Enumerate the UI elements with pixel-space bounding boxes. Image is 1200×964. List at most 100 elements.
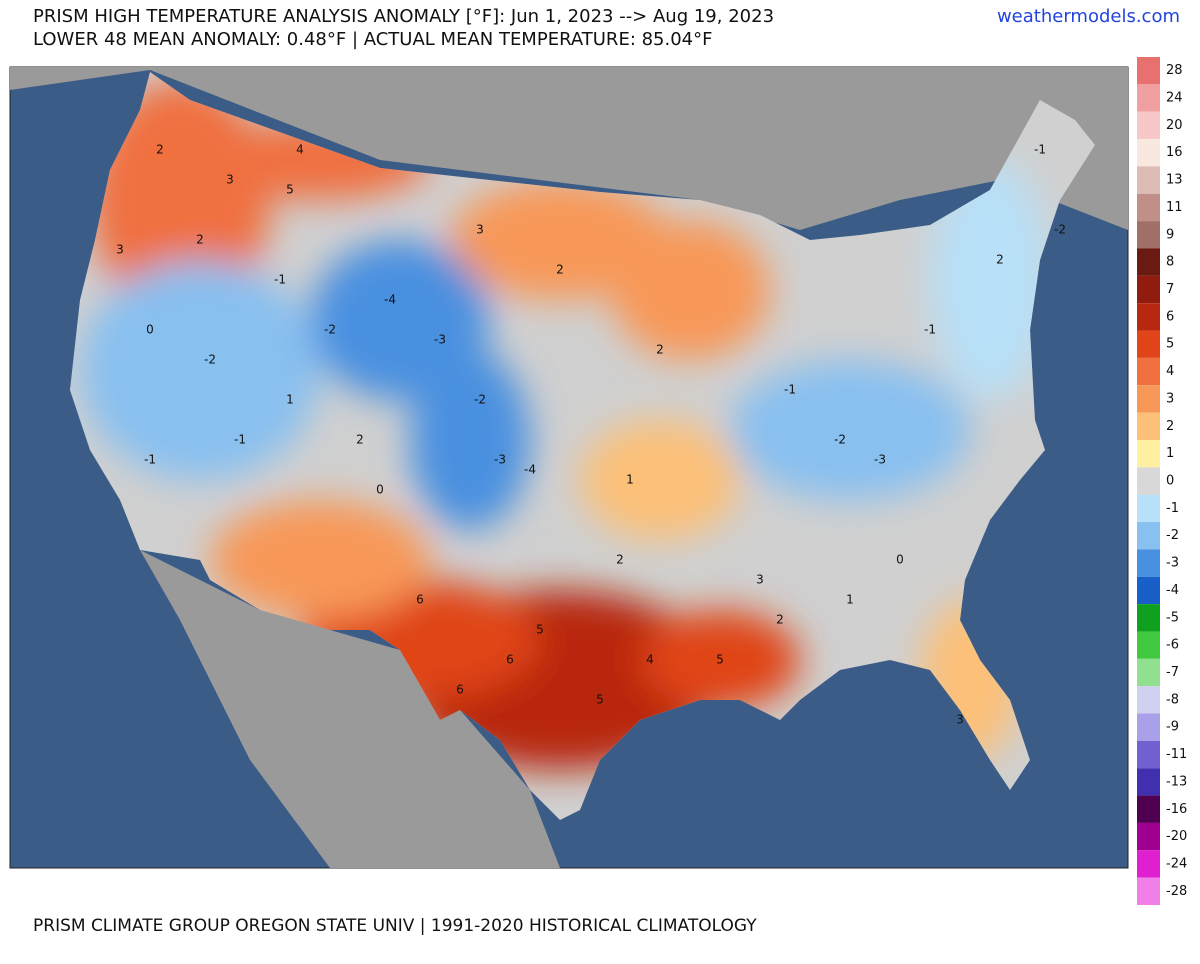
anomaly-label: 4 [646,653,654,667]
colorbar-label: -16 [1166,802,1187,817]
colorbar-cell [1137,576,1160,605]
anomaly-label: 6 [416,593,424,607]
anomaly-label: -3 [434,333,446,347]
colorbar-cell [1137,412,1160,440]
anomaly-label: 0 [376,483,384,497]
colorbar-cell [1137,713,1160,741]
colorbar-cell [1137,439,1160,468]
colorbar-label: 20 [1166,118,1183,133]
source: weathermodels.com [997,6,1180,27]
colorbar-label: 5 [1166,337,1174,352]
colorbar-cell [1137,111,1160,140]
colorbar-label: -13 [1166,774,1187,789]
anomaly-label: -4 [384,293,396,307]
colorbar-cell [1137,84,1160,112]
colorbar-label: -1 [1166,501,1179,516]
colorbar-label: 0 [1166,474,1174,489]
colorbar-cell [1137,877,1160,905]
colorbar-cell [1137,686,1160,714]
anomaly-label: 2 [156,143,164,157]
colorbar-cell [1137,166,1160,194]
colorbar-label: 3 [1166,391,1174,406]
anomaly-label: -1 [234,433,246,447]
anomaly-label: 3 [116,243,124,257]
colorbar-label: -6 [1166,638,1179,653]
anomaly-label: 1 [286,393,294,407]
colorbar-label: -4 [1166,583,1179,598]
anomaly-label: 3 [756,573,764,587]
anomaly-label: -1 [784,383,796,397]
colorbar-label: 9 [1166,227,1174,242]
colorbar-label: -3 [1166,556,1179,571]
colorbar-cell [1137,467,1160,495]
colorbar-label: -24 [1166,856,1187,871]
anomaly-label: -2 [474,393,486,407]
colorbar-label: 4 [1166,364,1174,379]
anomaly-label: 5 [286,183,294,197]
anomaly-label: 2 [556,263,564,277]
anomaly-label: 1 [846,593,854,607]
colorbar-cell [1137,822,1160,851]
anomaly-label: 0 [146,323,154,337]
anomaly-label: -2 [834,433,846,447]
colorbar-label: 1 [1166,446,1174,461]
anomaly-label: 2 [776,613,784,627]
colorbar-label: -9 [1166,720,1179,735]
colorbar-cell [1137,631,1160,659]
colorbar-cell [1137,494,1160,523]
anomaly-label: 3 [226,173,234,187]
anomaly-label: 6 [456,683,464,697]
colorbar-label: -20 [1166,829,1187,844]
anomaly-label: 5 [536,623,544,637]
colorbar-cell [1137,385,1160,413]
anomaly-label: -1 [144,453,156,467]
colorbar-label: 7 [1166,282,1174,297]
title: PRISM HIGH TEMPERATURE ANALYSIS ANOMALY … [33,6,774,27]
colorbar-cell [1137,658,1160,687]
colorbar-label: 13 [1166,173,1183,188]
mexico [140,550,560,868]
colorbar-cell [1137,248,1160,276]
anomaly-label: 2 [356,433,364,447]
anomaly-label: -1 [1034,143,1046,157]
anomaly-label: 0 [896,553,904,567]
anomaly-label: -2 [324,323,336,337]
colorbar-cell [1137,57,1160,85]
colorbar-cell [1137,357,1160,386]
colorbar-cell [1137,795,1160,823]
anomaly-label: -3 [874,453,886,467]
colorbar-label: -11 [1166,747,1187,762]
anomaly-label: -3 [494,453,506,467]
anomaly-label: -2 [1054,223,1066,237]
colorbar-label: 24 [1166,91,1183,106]
colorbar-label: 8 [1166,255,1174,270]
colorbar-label: 2 [1166,419,1174,434]
anomaly-label: 4 [296,143,304,157]
colorbar-label: 16 [1166,145,1183,160]
anomaly-label: -1 [274,273,286,287]
colorbar-label: -5 [1166,610,1179,625]
colorbar-label: -7 [1166,665,1179,680]
anomaly-label: 6 [506,653,514,667]
colorbar-cell [1137,522,1160,550]
colorbar-label: 11 [1166,200,1183,215]
colorbar-cell [1137,768,1160,796]
subtitle: LOWER 48 MEAN ANOMALY: 0.48°F | ACTUAL M… [33,29,712,50]
colorbar-cell [1137,275,1160,304]
colorbar-cell [1137,330,1160,358]
anomaly-label: 2 [616,553,624,567]
colorbar-cell [1137,221,1160,249]
footer: PRISM CLIMATE GROUP OREGON STATE UNIV | … [33,916,757,936]
colorbar-cell [1137,139,1160,167]
anomaly-label: 1 [626,473,634,487]
colorbar-cell [1137,549,1160,577]
anomaly-label: -4 [524,463,536,477]
colorbar-label: 28 [1166,63,1183,78]
colorbar-cell [1137,604,1160,632]
colorbar-cell [1137,740,1160,769]
anomaly-label: -1 [924,323,936,337]
anomaly-label: 2 [996,253,1004,267]
anomaly-label: 3 [956,713,964,727]
anomaly-label: 2 [196,233,204,247]
